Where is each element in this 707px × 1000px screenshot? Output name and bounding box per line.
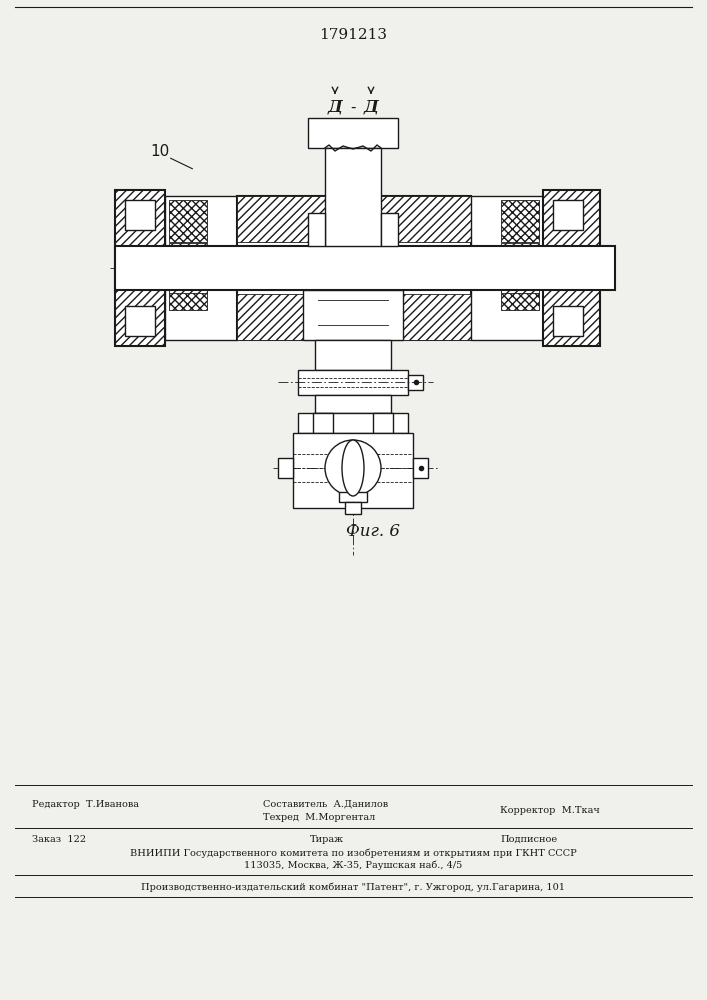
Text: Корректор  М.Ткач: Корректор М.Ткач — [500, 806, 600, 815]
Bar — [471, 196, 543, 340]
Bar — [125, 200, 155, 230]
Bar — [169, 268, 207, 310]
Text: Тираж: Тираж — [310, 835, 344, 844]
Bar — [315, 340, 391, 370]
Bar — [501, 200, 539, 242]
Bar — [381, 213, 398, 246]
Bar — [237, 196, 471, 340]
Circle shape — [325, 440, 381, 496]
Bar — [278, 458, 293, 478]
Bar — [115, 246, 615, 290]
Text: Производственно-издательский комбинат "Патент", г. Ужгород, ул.Гагарина, 101: Производственно-издательский комбинат "П… — [141, 882, 565, 892]
Text: ВНИИПИ Государственного комитета по изобретениям и открытиям при ГКНТ СССР: ВНИИПИ Государственного комитета по изоб… — [129, 848, 576, 857]
Text: 10: 10 — [151, 144, 170, 159]
Text: Заказ  122: Заказ 122 — [32, 835, 86, 844]
Bar — [315, 395, 391, 413]
Text: -: - — [350, 100, 356, 114]
Bar — [169, 200, 207, 242]
Bar — [501, 268, 539, 293]
Ellipse shape — [342, 440, 364, 496]
Bar — [313, 413, 333, 433]
Bar — [169, 243, 207, 268]
Bar — [325, 148, 381, 246]
Text: 113035, Москва, Ж-35, Раушская наб., 4/5: 113035, Москва, Ж-35, Раушская наб., 4/5 — [244, 861, 462, 870]
Bar — [501, 268, 539, 310]
Bar — [553, 306, 583, 336]
Bar — [237, 196, 471, 242]
Bar — [413, 458, 428, 478]
Bar — [115, 190, 165, 346]
Bar — [345, 502, 361, 514]
Bar — [298, 370, 408, 395]
Bar — [543, 190, 600, 346]
Bar — [125, 306, 155, 336]
Bar — [298, 413, 408, 433]
Text: Составитель  А.Данилов: Составитель А.Данилов — [263, 800, 388, 809]
Bar — [308, 118, 398, 148]
Bar — [543, 190, 600, 346]
Bar — [373, 413, 393, 433]
Text: Редактор  Т.Иванова: Редактор Т.Иванова — [32, 800, 139, 809]
Bar — [308, 213, 325, 246]
Text: Подписное: Подписное — [500, 835, 557, 844]
Text: Техред  М.Моргентал: Техред М.Моргентал — [263, 813, 375, 822]
Bar — [339, 492, 367, 502]
Text: 1791213: 1791213 — [319, 28, 387, 42]
Bar — [237, 294, 471, 340]
Bar — [408, 375, 423, 390]
Bar — [169, 268, 207, 293]
Bar — [293, 433, 413, 508]
Text: Д: Д — [327, 99, 342, 115]
Bar — [553, 200, 583, 230]
Bar — [303, 290, 403, 340]
Bar — [501, 243, 539, 268]
Text: Фиг. 6: Фиг. 6 — [346, 522, 400, 540]
Bar — [165, 196, 237, 340]
Text: Д: Д — [363, 99, 378, 115]
Bar — [115, 190, 165, 346]
